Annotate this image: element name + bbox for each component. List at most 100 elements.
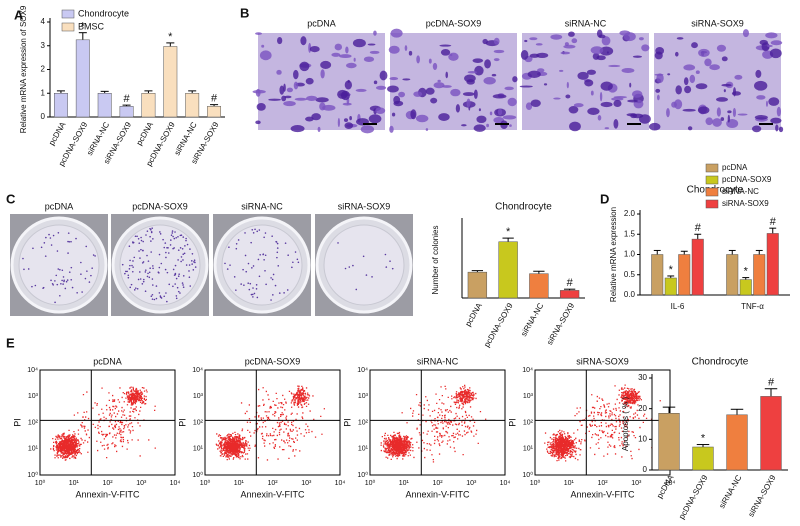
colony bbox=[75, 237, 77, 240]
colony bbox=[147, 272, 149, 275]
stain-blob bbox=[363, 56, 375, 62]
stain-blob bbox=[389, 125, 394, 133]
dish-inner bbox=[221, 224, 303, 306]
colony bbox=[270, 299, 272, 301]
colony bbox=[287, 254, 289, 256]
stain-blob bbox=[355, 88, 367, 92]
colony bbox=[49, 237, 52, 239]
stain-blob bbox=[604, 127, 610, 130]
stain-blob bbox=[765, 100, 768, 107]
colony bbox=[188, 264, 191, 266]
stain-blob bbox=[305, 77, 314, 85]
colony bbox=[44, 255, 47, 257]
stain-blob bbox=[342, 102, 352, 106]
stain-blob bbox=[613, 96, 628, 99]
colony bbox=[43, 242, 46, 244]
colony bbox=[140, 248, 142, 251]
dish-image bbox=[315, 214, 413, 316]
stain-blob bbox=[320, 60, 332, 69]
colony bbox=[63, 279, 65, 282]
stain-blob bbox=[476, 115, 487, 124]
stain-blob bbox=[751, 125, 762, 133]
colony bbox=[170, 234, 173, 237]
x-tick-label: siRNA-SOX9 bbox=[545, 301, 576, 346]
stain-blob bbox=[632, 113, 644, 119]
colony bbox=[235, 289, 237, 291]
dish-inner bbox=[119, 224, 201, 306]
x-tick-label: pcDNA-SOX9 bbox=[677, 473, 710, 521]
colony bbox=[163, 295, 166, 298]
stain-blob bbox=[525, 102, 533, 110]
colony bbox=[129, 286, 132, 289]
colony bbox=[91, 267, 93, 269]
y-tick-label: 10³ bbox=[193, 393, 204, 400]
stain-blob bbox=[704, 58, 712, 67]
colony bbox=[63, 280, 65, 283]
stain-blob bbox=[632, 55, 643, 58]
colony bbox=[67, 252, 69, 254]
legend-label: siRNA-NC bbox=[722, 187, 759, 196]
stain-blob bbox=[695, 70, 700, 75]
dish-image bbox=[111, 214, 209, 316]
stain-blob bbox=[339, 54, 352, 59]
colony bbox=[149, 267, 151, 270]
colony bbox=[59, 268, 61, 271]
stain-blob bbox=[360, 125, 375, 134]
stain-blob bbox=[402, 78, 411, 81]
colony bbox=[182, 236, 185, 238]
bar bbox=[141, 93, 156, 118]
stain-blob bbox=[404, 45, 408, 51]
stain-blob bbox=[721, 83, 732, 87]
x-tick-label: 10² bbox=[597, 480, 608, 487]
stain-image bbox=[648, 29, 784, 133]
x-axis-label: Annexin-V-FITC bbox=[570, 489, 635, 499]
colony bbox=[57, 268, 60, 270]
colony bbox=[139, 278, 142, 280]
stain-blob bbox=[716, 44, 727, 52]
stain-blob bbox=[737, 113, 748, 116]
plot-title: pcDNA bbox=[93, 356, 122, 366]
y-tick-label: 0.5 bbox=[624, 270, 636, 279]
colony bbox=[237, 239, 240, 241]
y-tick-label: 10¹ bbox=[28, 446, 39, 453]
stain-blob bbox=[705, 117, 713, 126]
colony bbox=[276, 256, 278, 259]
colony bbox=[84, 277, 87, 280]
y-tick-label: 10³ bbox=[358, 393, 369, 400]
colony bbox=[54, 280, 56, 282]
stain-blob bbox=[613, 99, 622, 108]
colony bbox=[152, 265, 154, 267]
stain-blob bbox=[430, 97, 438, 104]
dish-inner bbox=[18, 224, 100, 306]
event-cloud bbox=[544, 384, 661, 462]
colony bbox=[167, 252, 170, 254]
stain-blob bbox=[293, 69, 299, 80]
colony bbox=[138, 242, 141, 244]
image-bg bbox=[258, 33, 385, 130]
plot-title: siRNA-SOX9 bbox=[576, 356, 629, 366]
colony bbox=[136, 287, 139, 290]
x-tick-label: 10¹ bbox=[399, 480, 410, 487]
stain-blob bbox=[306, 95, 318, 101]
colony bbox=[271, 235, 273, 237]
stain-blob bbox=[440, 49, 451, 56]
stain-blob bbox=[300, 36, 307, 46]
colony bbox=[190, 260, 193, 262]
colony bbox=[162, 238, 164, 241]
colony bbox=[264, 254, 267, 257]
stain-blob bbox=[489, 111, 493, 116]
image-title: siRNA-SOX9 bbox=[338, 201, 391, 211]
colony bbox=[175, 295, 178, 297]
stain-blob bbox=[255, 32, 263, 35]
x-tick-label: 10² bbox=[267, 480, 278, 487]
x-tick-label: siRNA-SOX9 bbox=[746, 473, 777, 518]
stain-blob bbox=[600, 81, 613, 91]
colony bbox=[188, 276, 191, 278]
legend-swatch bbox=[705, 187, 719, 197]
y-axis-label: PI bbox=[12, 418, 22, 427]
stain-blob bbox=[631, 90, 643, 98]
colony bbox=[165, 256, 167, 259]
colony bbox=[182, 275, 185, 277]
stain-blob bbox=[676, 37, 684, 40]
bar bbox=[119, 106, 134, 118]
